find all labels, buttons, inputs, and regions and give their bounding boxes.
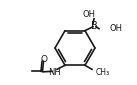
Text: OH: OH [82,10,95,19]
Text: B: B [91,21,97,31]
Text: NH: NH [49,68,61,77]
Text: O: O [41,55,48,64]
Text: OH: OH [109,24,122,33]
Text: CH₃: CH₃ [96,68,110,77]
